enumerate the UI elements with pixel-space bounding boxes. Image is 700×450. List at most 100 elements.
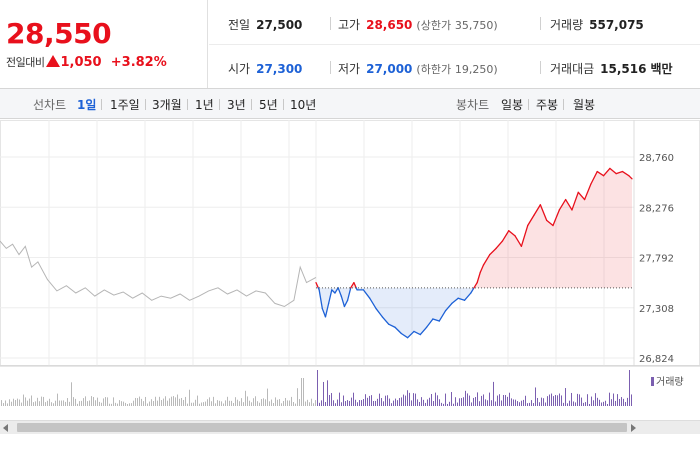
volume-bar bbox=[3, 403, 4, 406]
volume-bar bbox=[227, 396, 228, 406]
period-3m-tab[interactable]: 3개월 bbox=[152, 98, 182, 112]
volume-bar bbox=[115, 402, 116, 406]
volume-bar bbox=[323, 381, 324, 406]
volume-bar bbox=[21, 402, 22, 406]
volume-bar bbox=[141, 398, 142, 406]
volume-bar bbox=[27, 400, 28, 406]
volume-bar bbox=[53, 403, 54, 406]
volume-bar bbox=[231, 400, 232, 406]
volume-bar bbox=[275, 397, 276, 406]
volume-bar bbox=[75, 398, 76, 406]
today-segment-up bbox=[508, 230, 516, 237]
volume-bar bbox=[333, 400, 334, 406]
volume-value: 557,075 bbox=[589, 18, 644, 32]
volume-bar bbox=[563, 402, 564, 406]
volume-bar bbox=[533, 403, 534, 406]
volume-bar bbox=[429, 397, 430, 406]
volume-bar bbox=[607, 403, 608, 406]
volume-bar bbox=[599, 399, 600, 406]
volume-bar bbox=[361, 400, 362, 406]
volume-bar bbox=[25, 397, 26, 406]
area-fill-down bbox=[458, 287, 465, 301]
candle-monthly-tab[interactable]: 월봉 bbox=[573, 98, 596, 112]
volume-bar bbox=[55, 400, 56, 406]
volume-bar bbox=[89, 400, 90, 406]
volume-bar bbox=[125, 402, 126, 406]
volume-bar bbox=[517, 401, 518, 406]
volume-bar bbox=[253, 398, 254, 406]
divider bbox=[145, 99, 146, 110]
candle-daily-tab[interactable]: 일봉 bbox=[501, 98, 524, 112]
volume-bar bbox=[373, 400, 374, 406]
today-segment-up bbox=[489, 247, 497, 256]
volume-bar bbox=[465, 390, 466, 406]
volume-bar bbox=[101, 402, 102, 406]
volume-bar bbox=[483, 394, 484, 406]
volume-bar bbox=[401, 397, 402, 406]
today-segment-up bbox=[615, 170, 624, 175]
volume-bar bbox=[191, 402, 192, 406]
volume-bar bbox=[605, 400, 606, 406]
area-fill-up bbox=[622, 171, 629, 288]
scroll-left-icon[interactable] bbox=[3, 424, 8, 432]
volume-bar bbox=[425, 402, 426, 406]
volume-bar bbox=[19, 399, 20, 406]
volume-bar bbox=[331, 393, 332, 406]
today-segment-up bbox=[527, 214, 535, 227]
volume-bar bbox=[405, 395, 406, 406]
today-segment-down bbox=[425, 318, 434, 328]
volume-bar bbox=[571, 392, 572, 406]
period-1w-tab[interactable]: 1주일 bbox=[110, 98, 140, 112]
volume-bar bbox=[167, 400, 168, 406]
volume-bar bbox=[523, 399, 524, 406]
volume-bar bbox=[623, 398, 624, 406]
period-10y-tab[interactable]: 10년 bbox=[290, 98, 317, 112]
candle-weekly-tab[interactable]: 주봉 bbox=[536, 98, 559, 112]
prev-close-stat: 전일 27,500 bbox=[228, 16, 302, 33]
volume-bar bbox=[539, 402, 540, 406]
previous-day-layer bbox=[0, 240, 317, 308]
volume-bar bbox=[85, 396, 86, 406]
today-segment-down bbox=[334, 287, 339, 294]
volume-bar bbox=[341, 402, 342, 406]
volume-bar bbox=[35, 401, 36, 406]
volume-bar bbox=[357, 402, 358, 406]
volume-bar bbox=[531, 400, 532, 406]
volume-bar bbox=[267, 388, 268, 406]
period-3y-tab[interactable]: 3년 bbox=[227, 98, 246, 112]
current-price-box: 28,550 전일대비 1,050 +3.82% bbox=[0, 0, 208, 88]
volume-bar bbox=[215, 403, 216, 406]
period-1d-tab[interactable]: 1일 bbox=[77, 98, 97, 112]
open-value: 27,300 bbox=[256, 62, 303, 76]
today-segment-up bbox=[602, 167, 611, 177]
volume-bar bbox=[365, 394, 366, 406]
scroll-thumb[interactable] bbox=[17, 423, 627, 432]
volume-bar bbox=[121, 401, 122, 406]
area-fill-up bbox=[616, 171, 623, 288]
today-segment-down bbox=[318, 289, 323, 310]
volume-bar bbox=[475, 397, 476, 406]
volume-bar bbox=[33, 402, 34, 406]
volume-bar bbox=[385, 395, 386, 406]
today-segment-up bbox=[482, 253, 491, 266]
chart-scrollbar[interactable] bbox=[0, 420, 700, 434]
volume-bar bbox=[173, 396, 174, 406]
volume-bar bbox=[589, 403, 590, 406]
volume-bar bbox=[271, 399, 272, 406]
trade-value-value: 15,516 bbox=[600, 62, 647, 76]
volume-bar bbox=[93, 397, 94, 406]
volume-bar bbox=[381, 398, 382, 406]
area-fill-up bbox=[578, 192, 585, 288]
scroll-right-icon[interactable] bbox=[631, 424, 636, 432]
change-value: 1,050 bbox=[60, 55, 102, 70]
area-fill-up bbox=[597, 171, 604, 288]
area-fill-up bbox=[546, 220, 553, 288]
volume-bar bbox=[11, 401, 12, 406]
volume-bar bbox=[349, 400, 350, 406]
volume-bar bbox=[413, 393, 414, 406]
period-5y-tab[interactable]: 5년 bbox=[259, 98, 278, 112]
period-1y-tab[interactable]: 1년 bbox=[195, 98, 214, 112]
volume-bar bbox=[133, 400, 134, 406]
volume-bar bbox=[39, 401, 40, 406]
volume-bar bbox=[389, 398, 390, 406]
